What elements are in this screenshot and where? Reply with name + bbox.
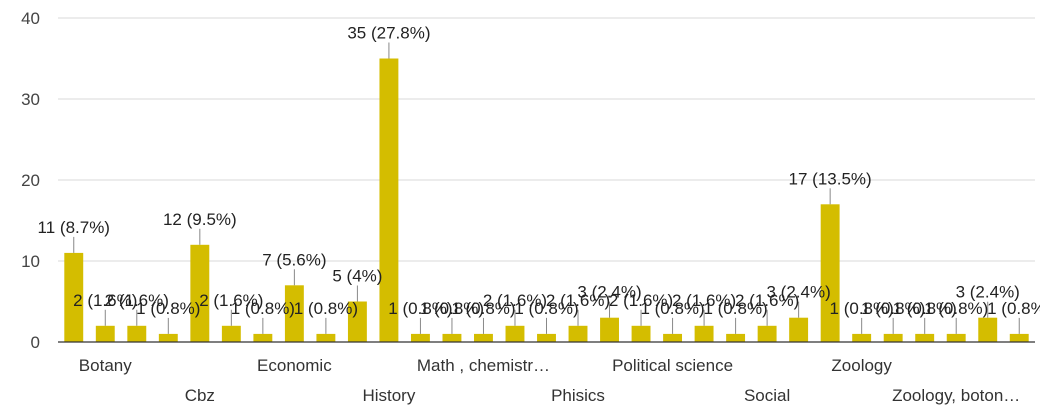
data-label: 1 (0.8%) [703,299,767,318]
y-tick-label: 10 [21,252,40,271]
data-label: 2 (1.6%) [735,291,799,310]
y-tick-label: 20 [21,171,40,190]
bar [946,333,966,342]
bar [442,333,462,342]
bar [190,244,210,342]
bar [978,317,998,342]
bar [347,301,367,342]
data-label: 35 (27.8%) [347,24,430,43]
bar [1009,333,1029,342]
x-category-label: Political science [612,356,733,375]
data-label: 1 (0.8%) [388,299,452,318]
y-axis-tick-labels: 0 10 20 30 40 [21,9,40,352]
data-label: 5 (4%) [332,267,382,286]
data-labels: 11 (8.7%)2 (1.6%)2 (1.6%)1 (0.8%)12 (9.5… [38,24,1040,318]
y-tick-label: 40 [21,9,40,28]
x-category-label: Botany [79,356,132,375]
data-label: 1 (0.8%) [640,299,704,318]
data-label: 3 (2.4%) [956,283,1020,302]
data-label: 1 (0.8%) [861,299,925,318]
bar [410,333,430,342]
gridlines [58,17,1035,262]
bar [663,333,683,342]
bar [284,285,304,342]
bar [316,333,336,342]
bar [158,333,178,342]
data-label: 2 (1.6%) [105,291,169,310]
bar [726,333,746,342]
data-label: 1 (0.8%) [987,299,1040,318]
bars [64,58,1029,342]
x-category-label: Zoology [831,356,892,375]
x-category-label: History [362,386,415,405]
bar [474,333,493,342]
data-label: 7 (5.6%) [262,250,326,269]
x-category-label: Math , chemistr… [417,356,550,375]
bar [505,325,525,342]
data-label: 3 (2.4%) [767,283,831,302]
data-label: 1 (0.8%) [893,299,957,318]
bar [915,333,935,342]
y-tick-label: 30 [21,90,40,109]
bar [600,317,619,342]
y-tick-label: 0 [31,333,40,352]
bar [379,58,399,342]
bar [694,325,714,342]
bar [253,333,273,342]
bar [757,325,777,342]
x-category-label: Phisics [551,386,605,405]
data-label: 2 (1.6%) [546,291,610,310]
bar [64,252,84,342]
data-label: 12 (9.5%) [163,210,237,229]
data-label: 1 (0.8%) [830,299,894,318]
bar [820,204,840,342]
x-category-label: Zoology, boton… [892,386,1020,405]
data-label: 1 (0.8%) [294,299,358,318]
data-label: 17 (13.5%) [789,169,872,188]
data-label-leaders [73,42,1020,334]
data-label: 11 (8.7%) [38,218,110,237]
data-label: 2 (1.6%) [73,291,137,310]
bar [789,317,809,342]
data-label: 2 (1.6%) [483,291,547,310]
bar [537,333,556,342]
x-category-label: Social [744,386,790,405]
data-label: 3 (2.4%) [577,283,641,302]
bar [631,325,651,342]
data-label: 2 (1.6%) [199,291,263,310]
bar [127,325,147,342]
data-label: 2 (1.6%) [672,291,736,310]
bar [95,325,115,342]
data-label: 1 (0.8%) [136,299,200,318]
data-label: 1 (0.8%) [231,299,295,318]
bar [568,325,588,342]
data-label: 1 (0.8%) [924,299,988,318]
data-label: 1 (0.8%) [451,299,515,318]
data-label: 1 (0.8%) [420,299,484,318]
x-category-label: Economic [257,356,332,375]
x-category-label: Cbz [185,386,215,405]
bar [852,333,872,342]
data-label: 1 (0.8%) [514,299,578,318]
data-label: 2 (1.6%) [609,291,673,310]
bar [221,325,241,342]
bar [883,333,903,342]
